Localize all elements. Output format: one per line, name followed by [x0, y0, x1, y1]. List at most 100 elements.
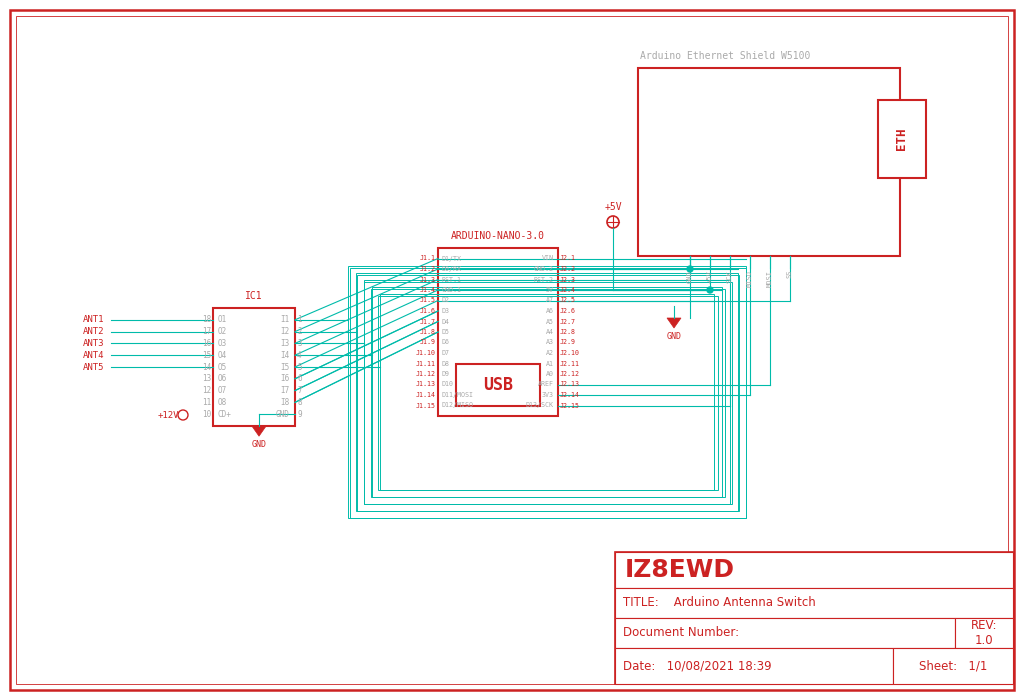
Text: J1.3: J1.3 — [420, 276, 436, 283]
Bar — [456, 364, 540, 406]
Text: Arduino Ethernet Shield W5100: Arduino Ethernet Shield W5100 — [640, 51, 810, 61]
Text: CD+: CD+ — [218, 410, 231, 419]
Text: 4: 4 — [297, 351, 302, 360]
Text: GND.1: GND.1 — [442, 287, 462, 293]
Text: ANT5: ANT5 — [83, 363, 104, 372]
Text: +5V: +5V — [604, 202, 622, 212]
Text: 12: 12 — [202, 386, 211, 395]
Text: A0: A0 — [546, 371, 554, 377]
Text: J1.14: J1.14 — [416, 392, 436, 398]
Bar — [378, 296, 718, 490]
Text: J1.10: J1.10 — [416, 350, 436, 356]
Text: D13/SCK: D13/SCK — [526, 402, 554, 409]
Text: 15: 15 — [202, 351, 211, 360]
Bar — [213, 308, 295, 426]
Text: RST.1: RST.1 — [442, 276, 462, 283]
Text: USB: USB — [483, 376, 513, 394]
Text: D5: D5 — [442, 329, 450, 335]
Text: D8: D8 — [442, 360, 450, 367]
Text: J2.3: J2.3 — [560, 276, 575, 283]
Bar — [364, 282, 732, 504]
Circle shape — [707, 287, 713, 293]
Text: 3: 3 — [297, 339, 302, 348]
Text: 3V3: 3V3 — [542, 392, 554, 398]
Text: 17: 17 — [202, 327, 211, 336]
Text: ANT4: ANT4 — [83, 351, 104, 360]
Text: 14: 14 — [202, 363, 211, 372]
Text: J2.10: J2.10 — [560, 350, 580, 356]
Text: J1.1: J1.1 — [420, 256, 436, 262]
Text: O6: O6 — [218, 374, 227, 384]
Text: J2.12: J2.12 — [560, 371, 580, 377]
Text: ANT1: ANT1 — [83, 315, 104, 324]
Text: ARDUINO-NANO-3.0: ARDUINO-NANO-3.0 — [451, 231, 545, 241]
Bar — [955, 618, 1013, 648]
Text: ETH: ETH — [896, 127, 908, 150]
Bar — [371, 289, 725, 497]
Text: O4: O4 — [218, 351, 227, 360]
Text: 2: 2 — [297, 327, 302, 336]
Text: J2.9: J2.9 — [560, 340, 575, 346]
Bar — [438, 248, 558, 416]
Text: 1: 1 — [297, 315, 302, 324]
Text: +5V: +5V — [707, 270, 713, 283]
Text: J2.1: J2.1 — [560, 256, 575, 262]
Text: I1: I1 — [281, 315, 290, 324]
Text: 16: 16 — [202, 339, 211, 348]
Text: D11/MOSI: D11/MOSI — [442, 392, 474, 398]
Text: J2.7: J2.7 — [560, 318, 575, 325]
Text: IZ8EWD: IZ8EWD — [625, 558, 735, 582]
Text: J1.8: J1.8 — [420, 329, 436, 335]
Text: O2: O2 — [218, 327, 227, 336]
Text: J2.5: J2.5 — [560, 298, 575, 304]
Text: A5: A5 — [546, 318, 554, 325]
Text: I3: I3 — [281, 339, 290, 348]
Text: GND: GND — [667, 332, 682, 341]
Text: A7: A7 — [546, 298, 554, 304]
Text: O3: O3 — [218, 339, 227, 348]
Text: J1.9: J1.9 — [420, 340, 436, 346]
Text: J2.14: J2.14 — [560, 392, 580, 398]
Text: Date:   10/08/2021 18:39: Date: 10/08/2021 18:39 — [623, 659, 772, 673]
Text: D12/MISO: D12/MISO — [442, 402, 474, 409]
Text: I5: I5 — [281, 363, 290, 372]
Text: 5: 5 — [297, 363, 302, 372]
Circle shape — [687, 266, 693, 272]
Text: SCK: SCK — [727, 270, 733, 283]
Text: O8: O8 — [218, 398, 227, 407]
Text: AREF: AREF — [538, 382, 554, 388]
Bar — [348, 266, 746, 518]
Polygon shape — [667, 318, 681, 328]
Text: D1/TX: D1/TX — [442, 256, 462, 262]
Text: 10: 10 — [202, 410, 211, 419]
Text: J2.8: J2.8 — [560, 329, 575, 335]
Text: 13: 13 — [202, 374, 211, 384]
Text: D9: D9 — [442, 371, 450, 377]
Bar — [615, 552, 1013, 588]
Text: O7: O7 — [218, 386, 227, 395]
Text: 7: 7 — [297, 386, 302, 395]
Text: RST.2: RST.2 — [534, 276, 554, 283]
Text: J1.6: J1.6 — [420, 308, 436, 314]
Text: O5: O5 — [218, 363, 227, 372]
Text: J2.4: J2.4 — [560, 287, 575, 293]
Text: Document Number:: Document Number: — [623, 626, 739, 640]
Text: 18: 18 — [202, 315, 211, 324]
Text: D2: D2 — [442, 298, 450, 304]
Bar — [615, 648, 893, 684]
Bar — [615, 618, 955, 648]
Text: TITLE:    Arduino Antenna Switch: TITLE: Arduino Antenna Switch — [623, 596, 816, 610]
Text: A1: A1 — [546, 360, 554, 367]
Text: D3: D3 — [442, 308, 450, 314]
Text: GND: GND — [687, 270, 693, 283]
Text: J1.12: J1.12 — [416, 371, 436, 377]
Text: J2.15: J2.15 — [560, 402, 580, 409]
Text: ANT2: ANT2 — [83, 327, 104, 336]
Text: J1.4: J1.4 — [420, 287, 436, 293]
Text: J1.7: J1.7 — [420, 318, 436, 325]
Text: J1.2: J1.2 — [420, 266, 436, 272]
Text: A2: A2 — [546, 350, 554, 356]
Text: D4: D4 — [442, 318, 450, 325]
Bar — [364, 280, 730, 504]
Text: GND: GND — [252, 440, 266, 449]
